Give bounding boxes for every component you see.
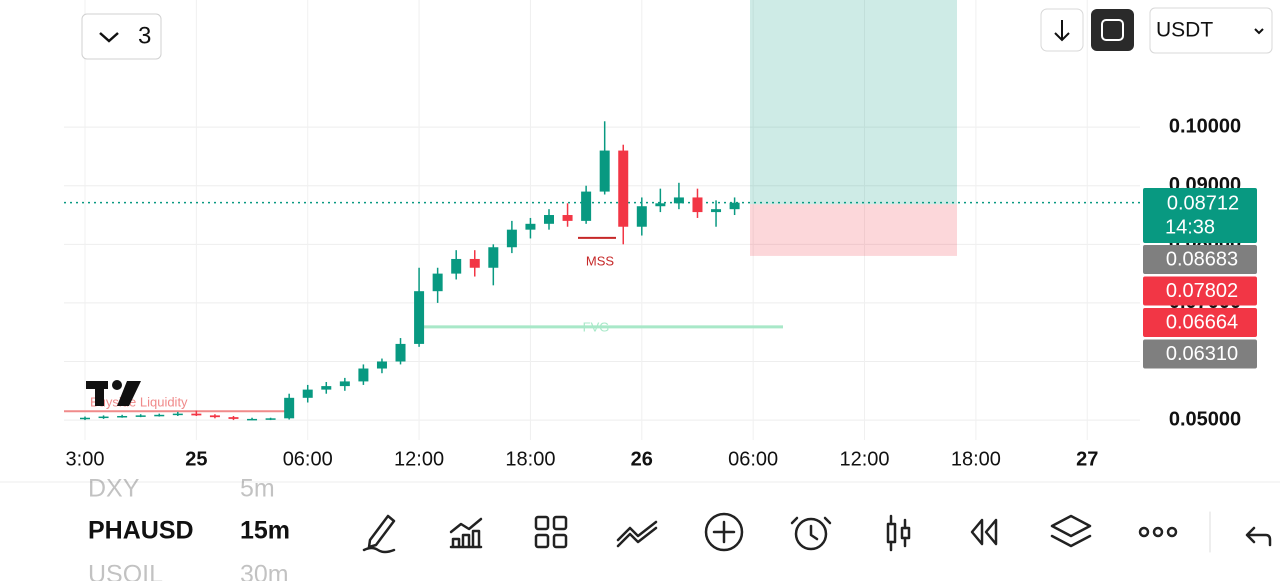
price-tag-label: 0.08683 [1166,248,1238,270]
candle-body [209,415,220,418]
candle-body [414,291,425,344]
fullscreen-button[interactable] [1091,9,1134,51]
x-tick-label: 3:00 [66,448,105,470]
undo-tool[interactable] [1245,526,1272,547]
candle-body [432,273,443,292]
layers-tool[interactable] [1050,514,1092,548]
layout-dropdown[interactable]: 3 [81,13,162,60]
price-tag-label: 0.06664 [1166,311,1238,333]
axes: 0.050000.060000.070000.080000.090000.100… [66,115,1257,470]
replay-tool[interactable] [970,518,998,546]
candle-body [618,150,629,227]
position-target-zone [750,0,957,205]
x-tick-label: 18:00 [505,448,555,470]
symbol-interval: 30m [240,561,289,581]
candle-body [191,413,202,416]
candle-body [284,397,295,419]
currency-select[interactable]: USDT [1149,7,1273,54]
position-stop-zone [750,204,957,256]
candle-body [339,381,350,387]
candle-body [247,418,258,421]
candle-body [692,197,703,213]
candle-body [154,414,165,417]
annotation-label: Buyside Liquidity [90,394,188,409]
indicators-tool[interactable] [449,517,483,549]
more-tool[interactable] [1138,526,1178,538]
x-tick-label: 06:00 [728,448,778,470]
x-tick-label: 25 [185,448,207,470]
candle-body [469,258,480,268]
candle-body [321,386,332,390]
candle-body [673,197,684,204]
candle-body [172,413,183,416]
candle-body [117,415,128,418]
price-tag [1143,308,1257,337]
candle-body [395,343,406,362]
candle-body [265,418,276,420]
candle-body [451,258,462,274]
symbol-interval: 5m [240,475,275,503]
candle-body [302,389,313,398]
currency: USDT [1156,19,1213,42]
price-tag-label: 0.07802 [1166,280,1238,302]
x-tick-label: 12:00 [839,448,889,470]
last-price-tag [1143,188,1257,243]
candle-body [376,361,387,369]
candle-body [729,202,740,210]
y-tick-label: 0.10000 [1169,115,1241,137]
candle-body [636,206,647,227]
candle-body [544,215,554,224]
x-tick-label: 27 [1076,448,1098,470]
y-tick-label: 0.05000 [1169,408,1241,430]
candle-body [488,247,499,268]
candle-body [525,223,536,230]
layout-count: 3 [138,22,151,49]
candle-body [228,417,239,419]
download-button[interactable] [1040,8,1084,52]
candle-body [80,417,90,420]
countdown: 14:38 [1165,216,1215,238]
x-tick-label: 18:00 [951,448,1001,470]
x-tick-label: 06:00 [283,448,333,470]
add-tool[interactable] [704,512,744,552]
alert-tool[interactable] [790,516,832,551]
draw-tool[interactable] [362,514,396,554]
price-tag [1143,276,1257,306]
layouts-tool[interactable] [534,515,568,549]
logo [86,380,141,406]
candle-body [358,368,369,382]
symbol-list[interactable]: DXY 5m PHAUSD 15m USOIL 30m [88,475,290,586]
plot-area: MSS FVG Buyside Liquidity [64,0,1140,440]
candle-body [506,229,517,248]
x-tick-label: 12:00 [394,448,444,470]
annotation-label: MSS [586,253,615,268]
toolbar [362,511,1272,554]
price-tag-label: 0.06310 [1166,343,1238,365]
x-tick-label: 26 [631,448,653,470]
symbol-name: USOIL [88,561,163,581]
last-price-label: 0.08712 [1167,192,1239,214]
annotation-label: FVG [583,319,610,334]
price-tag [1143,245,1257,274]
candle-body [599,150,610,192]
symbol-name: PHAUSD [88,517,194,545]
candle-body [655,203,666,207]
candle-body [562,215,573,221]
bar-type-tool[interactable] [886,514,911,552]
candle-body [711,209,722,213]
compare-tool[interactable] [616,520,658,548]
candle-body [581,191,592,221]
candle-body [98,416,109,419]
candle-body [135,415,146,417]
symbol-name: DXY [88,475,140,503]
price-tag [1143,339,1257,369]
symbol-interval: 15m [240,517,290,545]
